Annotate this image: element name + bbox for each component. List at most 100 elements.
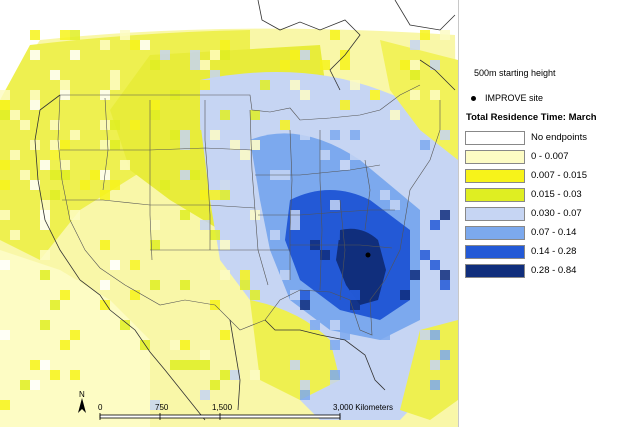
- grid-cell: [40, 220, 50, 230]
- grid-cell: [370, 390, 380, 400]
- grid-cell: [110, 80, 120, 90]
- grid-cell: [40, 360, 50, 370]
- legend-row: 0.015 - 0.03: [465, 185, 587, 204]
- grid-cell: [430, 90, 440, 100]
- grid-cell: [180, 210, 190, 220]
- grid-cell: [390, 110, 400, 120]
- grid-cell: [440, 350, 450, 360]
- grid-cell: [290, 220, 300, 230]
- legend-swatch: [465, 149, 525, 164]
- grid-cell: [0, 180, 10, 190]
- grid-cell: [210, 70, 220, 80]
- grid-cell: [200, 360, 210, 370]
- grid-cell: [330, 230, 340, 240]
- grid-cell: [120, 320, 130, 330]
- grid-cell: [190, 60, 200, 70]
- grid-cell: [300, 300, 310, 310]
- north-arrow: N: [78, 390, 86, 413]
- grid-cell: [220, 180, 230, 190]
- grid-cell: [300, 290, 310, 300]
- legend-label: 0.007 - 0.015: [531, 170, 587, 181]
- scale-tick-3000: 3,000 Kilometers: [333, 403, 393, 412]
- grid-cell: [70, 280, 80, 290]
- grid-cell: [310, 400, 320, 410]
- state-boundaries: [57, 84, 441, 336]
- grid-cell: [220, 330, 230, 340]
- grid-cell: [330, 370, 340, 380]
- grid-cell: [220, 40, 230, 50]
- grid-cell: [220, 190, 230, 200]
- grid-cell: [300, 380, 310, 390]
- grid-cell: [350, 130, 360, 140]
- grid-cell: [320, 60, 330, 70]
- grid-cell: [430, 260, 440, 270]
- grid-cell: [70, 370, 80, 380]
- grid-cell: [260, 150, 270, 160]
- grid-cell: [0, 320, 10, 330]
- north-label: N: [79, 390, 85, 399]
- grid-cell: [40, 200, 50, 210]
- grid-cell: [260, 160, 270, 170]
- grid-cell: [340, 60, 350, 70]
- grid-cell: [70, 50, 80, 60]
- grid-cell: [290, 360, 300, 370]
- grid-cell: [290, 50, 300, 60]
- grid-cell: [340, 160, 350, 170]
- grid-cell: [170, 130, 180, 140]
- grid-cell: [100, 280, 110, 290]
- grid-cell: [350, 150, 360, 160]
- grid-cell: [130, 260, 140, 270]
- grid-cell: [220, 110, 230, 120]
- grid-cell: [70, 130, 80, 140]
- grid-cell: [70, 330, 80, 340]
- grid-cell: [60, 30, 70, 40]
- grid-cell: [280, 270, 290, 280]
- grid-cell: [120, 160, 130, 170]
- grid-cell: [340, 210, 350, 220]
- grid-cell: [50, 120, 60, 130]
- grid-cell: [380, 330, 390, 340]
- site-dot-icon: [471, 95, 476, 101]
- grid-cell: [60, 170, 70, 180]
- grid-cell: [290, 290, 300, 300]
- grid-cell: [110, 260, 120, 270]
- grid-cell: [350, 370, 360, 380]
- grid-cell: [440, 130, 450, 140]
- grid-cell: [350, 300, 360, 310]
- grid-cell: [210, 140, 220, 150]
- grid-cell: [350, 400, 360, 410]
- grid-cell: [420, 330, 430, 340]
- grid-cell: [330, 130, 340, 140]
- grid-cell: [410, 270, 420, 280]
- legend-label: 0 - 0.007: [531, 151, 569, 162]
- grid-cell: [390, 270, 400, 280]
- grid-cell: [190, 50, 200, 60]
- grid-cell: [50, 150, 60, 160]
- grid-cell: [330, 30, 340, 40]
- grid-cell: [80, 180, 90, 190]
- grid-cell: [10, 230, 20, 240]
- legend-row: 0.28 - 0.84: [465, 261, 587, 280]
- legend-label: 0.07 - 0.14: [531, 227, 577, 238]
- grid-cell: [420, 150, 430, 160]
- grid-cell: [330, 270, 340, 280]
- grid-cell: [340, 100, 350, 110]
- grid-cell: [130, 120, 140, 130]
- grid-cell: [430, 220, 440, 230]
- grid-cell: [110, 140, 120, 150]
- grid-cell: [170, 360, 180, 370]
- grid-cell: [430, 360, 440, 370]
- grid-cell: [110, 180, 120, 190]
- grid-cell: [250, 110, 260, 120]
- grid-cell: [150, 110, 160, 120]
- grid-cell: [150, 240, 160, 250]
- grid-cell: [330, 200, 340, 210]
- grid-cell: [180, 170, 190, 180]
- grid-cell: [330, 320, 340, 330]
- grid-cell: [50, 370, 60, 380]
- grid-cell: [250, 90, 260, 100]
- grid-cell: [40, 160, 50, 170]
- grid-cell: [250, 290, 260, 300]
- grid-cell: [230, 230, 240, 240]
- coastline: [34, 0, 456, 421]
